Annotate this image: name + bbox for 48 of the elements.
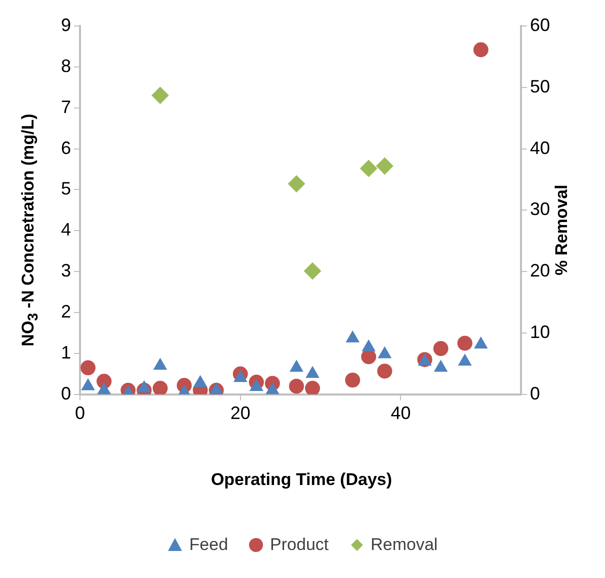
y2-tick-label: 40	[530, 138, 550, 158]
point	[152, 380, 168, 394]
y-tick-label: 5	[60, 178, 72, 199]
y2-axis-title: % Removal	[552, 184, 572, 276]
point	[474, 336, 488, 348]
point	[473, 42, 488, 58]
point	[250, 380, 263, 392]
legend-label: Product	[270, 535, 329, 555]
x-tick-label: 40	[390, 403, 411, 424]
point	[305, 380, 320, 394]
point	[458, 354, 472, 366]
point	[154, 358, 167, 370]
point	[304, 262, 322, 280]
point	[290, 360, 304, 372]
legend-label: Removal	[370, 535, 438, 555]
y2-tick-label: 20	[530, 260, 550, 281]
point	[234, 370, 247, 382]
point	[152, 86, 169, 104]
point	[378, 346, 392, 358]
point	[194, 375, 207, 387]
y-tick-label: 2	[60, 302, 72, 322]
point	[288, 175, 305, 192]
y-tick-label: 1	[60, 342, 72, 362]
y2-tick-label: 50	[530, 76, 550, 96]
y-tick-label: 8	[60, 56, 72, 76]
y2-tick-label: 30	[530, 199, 550, 220]
point	[98, 382, 111, 394]
point	[306, 366, 320, 378]
y-tick-label: 0	[60, 383, 72, 404]
y2-tick-label: 60	[530, 14, 550, 35]
point	[376, 157, 394, 174]
x-tick-label: 0	[75, 403, 86, 424]
point	[434, 360, 448, 372]
y2-tick-label: 0	[530, 383, 540, 404]
y-tick-label: 3	[60, 260, 72, 281]
y-tick-label: 6	[60, 138, 72, 158]
x-axis-title: Operating Time (Days)	[210, 470, 394, 490]
y-tick-label: 7	[60, 96, 72, 117]
point	[362, 340, 376, 352]
point	[346, 330, 360, 342]
y2-tick-label: 10	[530, 322, 550, 342]
y-tick-label: 4	[60, 220, 72, 240]
x-tick-label: 20	[230, 403, 250, 424]
y-tick-label: 9	[60, 14, 72, 35]
point	[360, 160, 378, 177]
point	[81, 378, 95, 390]
point	[266, 382, 279, 394]
legend-label: Feed	[189, 535, 228, 555]
